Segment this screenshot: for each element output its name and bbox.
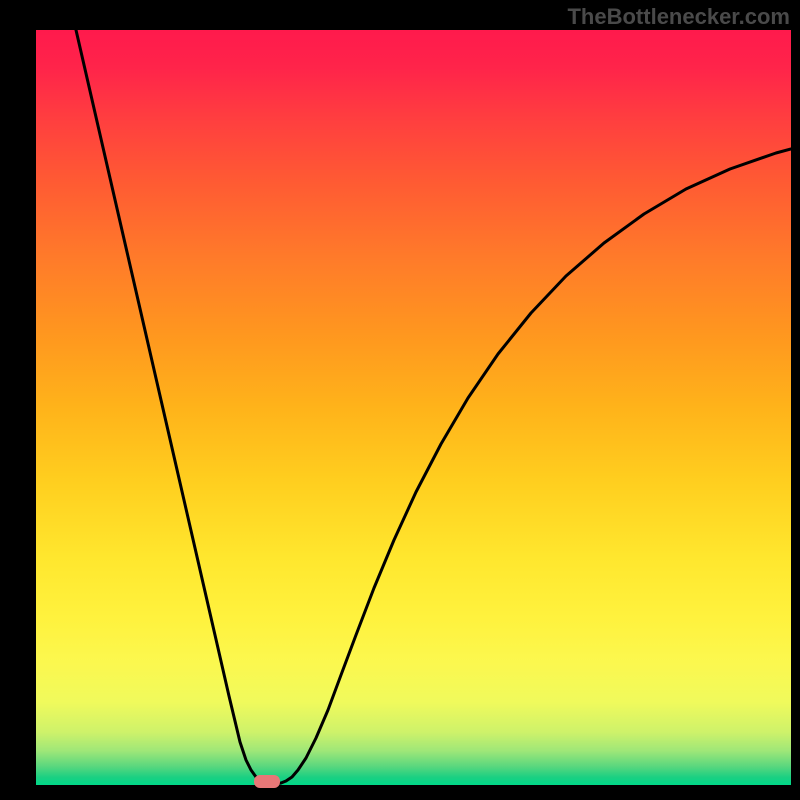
watermark-text: TheBottlenecker.com: [567, 4, 790, 30]
plot-area: [36, 30, 791, 785]
chart-container: TheBottlenecker.com: [0, 0, 800, 800]
optimum-marker: [254, 775, 280, 788]
curve-svg: [36, 30, 791, 785]
bottleneck-curve: [76, 30, 791, 784]
